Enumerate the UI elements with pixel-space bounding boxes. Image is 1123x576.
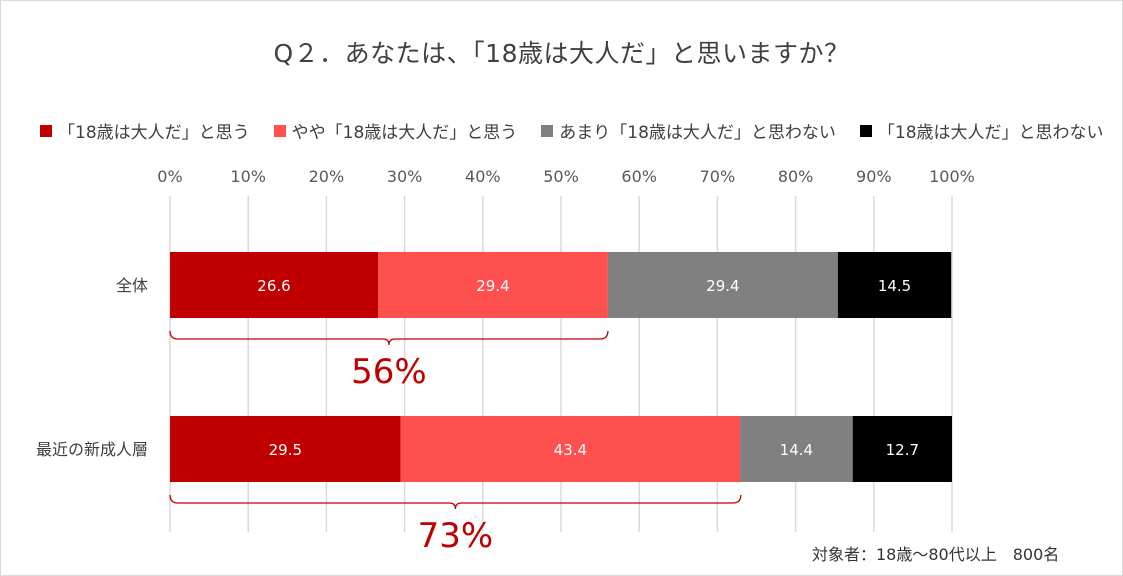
- legend-label: やや「18歳は大人だ」と思う: [291, 123, 518, 143]
- x-tick-label: 20%: [309, 167, 345, 186]
- sample-note: 対象者：18歳～80代以上 800名: [812, 545, 1060, 564]
- legend-swatch: [40, 124, 52, 137]
- x-tick-label: 30%: [387, 167, 423, 186]
- data-label: 26.6: [257, 277, 290, 295]
- bar-segment: [400, 416, 741, 482]
- x-tick-label: 70%: [700, 167, 736, 186]
- bar-segment: [607, 252, 838, 318]
- sum-annotation: 56%: [351, 352, 427, 392]
- data-label: 29.5: [269, 441, 302, 459]
- legend-item: あまり「18歳は大人だ」と思わない: [541, 118, 836, 143]
- data-label: 14.5: [878, 277, 911, 295]
- bar-segment: [837, 252, 952, 318]
- bracket: [169, 494, 742, 510]
- legend-item: 「18歳は大人だ」と思う: [40, 118, 250, 143]
- x-tick-label: 50%: [543, 167, 579, 186]
- x-tick-label: 10%: [230, 167, 266, 186]
- legend-swatch: [859, 124, 872, 137]
- legend-swatch: [541, 124, 554, 137]
- x-tick-label: 90%: [856, 167, 892, 186]
- bar-segment: [378, 252, 608, 318]
- x-tick-label: 60%: [621, 167, 657, 186]
- legend-label: あまり「18歳は大人だ」と思わない: [559, 123, 836, 143]
- bracket: [169, 330, 609, 346]
- category-label: 最近の新成人層: [36, 440, 148, 459]
- legend: 「18歳は大人だ」と思う やや「18歳は大人だ」と思う あまり「18歳は大人だ」…: [40, 118, 1104, 143]
- data-label: 29.4: [706, 277, 739, 295]
- legend-label: 「18歳は大人だ」と思わない: [877, 123, 1104, 143]
- bar-segment: [852, 416, 952, 482]
- data-label: 14.4: [780, 441, 813, 459]
- sum-annotation: 73%: [418, 516, 494, 556]
- data-label: 43.4: [554, 441, 587, 459]
- legend-item: 「18歳は大人だ」と思わない: [859, 118, 1104, 143]
- category-label: 全体: [116, 276, 148, 295]
- x-tick-label: 100%: [929, 167, 975, 186]
- bar-segment: [170, 416, 401, 482]
- data-label: 29.4: [476, 277, 509, 295]
- legend-swatch: [273, 124, 286, 137]
- data-label: 12.7: [886, 441, 919, 459]
- bar-segment: [170, 252, 379, 318]
- chart-title: Q２．あなたは、「18歳は大人だ」と思いますか？: [273, 39, 850, 68]
- x-tick-label: 80%: [778, 167, 814, 186]
- x-tick-label: 40%: [465, 167, 501, 186]
- bar-segment: [740, 416, 853, 482]
- x-tick-label: 0%: [157, 167, 182, 186]
- legend-item: やや「18歳は大人だ」と思う: [273, 118, 518, 143]
- legend-label: 「18歳は大人だ」と思う: [58, 123, 250, 143]
